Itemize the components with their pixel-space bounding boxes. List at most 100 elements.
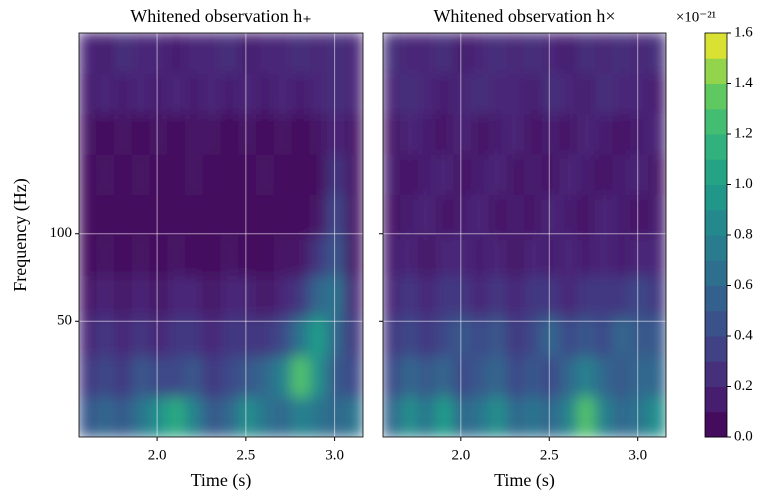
cell [541, 113, 561, 155]
cell [149, 194, 169, 236]
cell [185, 72, 204, 115]
cell [541, 72, 561, 115]
cell [488, 153, 508, 196]
cell [453, 315, 472, 357]
cell [149, 396, 169, 437]
cell [149, 153, 169, 196]
cell [577, 72, 596, 115]
cell [202, 396, 222, 437]
cell [220, 355, 240, 398]
cell [647, 194, 666, 236]
cell [524, 315, 543, 357]
x-axis-label: Time (s) [494, 470, 555, 491]
cell [594, 72, 614, 115]
cell [220, 234, 240, 276]
cell [630, 396, 649, 437]
cell [559, 33, 579, 74]
cell [417, 33, 437, 74]
cell [79, 396, 98, 437]
cell [630, 355, 649, 398]
cell [488, 72, 508, 115]
cell [524, 355, 543, 398]
cell [185, 153, 204, 196]
colorbar-band [705, 260, 727, 286]
cell [383, 153, 402, 196]
cell [559, 396, 579, 437]
cell [344, 396, 363, 437]
colorbar-band [705, 209, 727, 236]
cell [488, 113, 508, 155]
cell [506, 315, 525, 357]
x-tick-label: 3.0 [628, 447, 647, 463]
cell [524, 33, 543, 74]
cell [131, 153, 151, 196]
cell [383, 194, 402, 236]
cell [256, 194, 275, 236]
cell [167, 153, 186, 196]
cell [612, 194, 632, 236]
cell [114, 396, 133, 437]
cell [344, 274, 363, 317]
cell [383, 355, 402, 398]
cell [417, 194, 437, 236]
cell [149, 234, 169, 276]
cell [256, 355, 275, 398]
cell [114, 355, 133, 398]
cell [400, 194, 419, 236]
cell [344, 33, 363, 74]
colorbar-tick-label: 0.2 [734, 378, 753, 394]
cell [309, 113, 328, 155]
cell [79, 153, 98, 196]
cell [185, 396, 204, 437]
cell [256, 72, 275, 115]
cell [506, 153, 525, 196]
cell [647, 396, 666, 437]
cell [506, 194, 525, 236]
cell [220, 274, 240, 317]
cell [131, 396, 151, 437]
cell [612, 153, 632, 196]
cell [577, 113, 596, 155]
cell [647, 72, 666, 115]
cell [594, 274, 614, 317]
cell [577, 153, 596, 196]
colorbar-tick-label: 0.6 [734, 277, 753, 293]
cell [202, 274, 222, 317]
cell [559, 315, 579, 357]
cell [273, 194, 293, 236]
cell [577, 315, 596, 357]
cell [131, 194, 151, 236]
cell [488, 315, 508, 357]
cell [131, 355, 151, 398]
cell [114, 72, 133, 115]
cell [630, 33, 649, 74]
cell [400, 355, 419, 398]
y-axis-label: Frequency (Hz) [10, 178, 31, 291]
cell [559, 72, 579, 115]
cell [344, 153, 363, 196]
cell [383, 72, 402, 115]
cell [559, 153, 579, 196]
cell [594, 153, 614, 196]
cell [256, 234, 275, 276]
cell [167, 33, 186, 74]
plot-area [383, 33, 666, 437]
cell [273, 113, 293, 155]
cell [541, 274, 561, 317]
cell [291, 33, 311, 74]
cell [202, 33, 222, 74]
cell [238, 194, 257, 236]
cell [273, 396, 293, 437]
cell [559, 234, 579, 276]
cell [488, 33, 508, 74]
cell [167, 234, 186, 276]
colorbar-band [705, 108, 727, 135]
cell [256, 113, 275, 155]
cell [435, 72, 455, 115]
cell [470, 315, 490, 357]
cell [506, 355, 525, 398]
cell [400, 396, 419, 437]
cell [417, 315, 437, 357]
cell [435, 355, 455, 398]
cell [577, 355, 596, 398]
